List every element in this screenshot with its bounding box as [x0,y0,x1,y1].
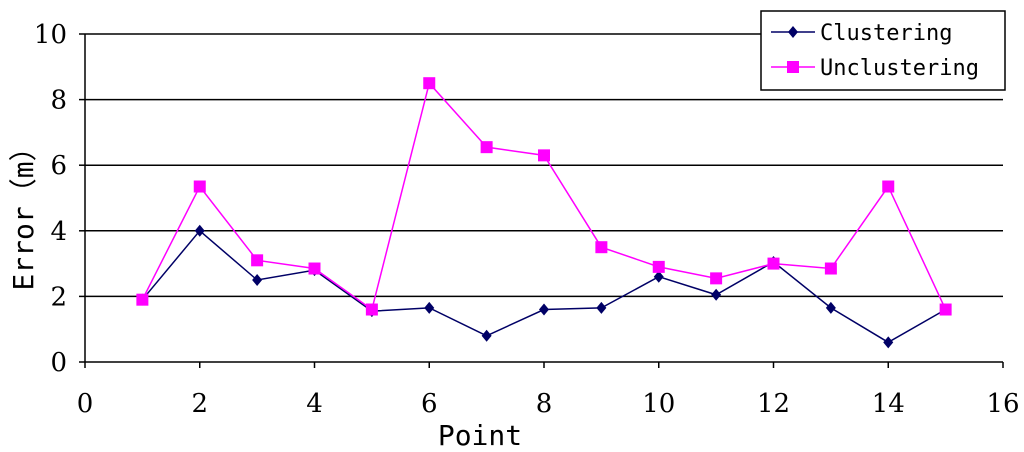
y-tick-label: 0 [50,348,67,378]
legend-marker-clustering [788,26,798,38]
data-point-clustering [711,288,722,301]
data-point-unclustering [365,303,378,316]
data-point-unclustering [480,141,493,154]
legend-marker-unclustering [787,61,799,73]
data-point-unclustering [882,180,895,193]
x-tick-label: 10 [642,389,675,419]
data-series [136,77,952,349]
grid-lines [85,33,1003,298]
data-point-clustering [825,301,836,314]
legend: Clustering Unclustering [760,10,1006,91]
series-clustering [137,224,951,349]
data-point-unclustering [939,303,952,316]
data-point-unclustering [652,260,665,273]
axes [79,33,1004,368]
x-tick-label: 6 [421,389,438,419]
data-point-unclustering [710,272,723,285]
data-point-clustering [252,274,263,286]
x-tick-label: 14 [872,389,905,419]
x-tick-label: 4 [306,389,323,419]
y-tick-label: 2 [50,282,67,312]
data-point-clustering [539,303,549,316]
data-point-clustering [424,301,435,314]
x-axis-title: Point [438,419,522,452]
data-point-clustering [596,301,607,314]
x-tick-label: 0 [77,389,94,419]
x-tick-label: 8 [536,389,553,419]
y-tick-label: 8 [50,86,67,116]
legend-box [760,10,1006,91]
data-point-unclustering [423,77,436,90]
data-point-unclustering [251,254,264,267]
data-point-unclustering [308,262,321,275]
data-point-clustering [481,329,492,342]
y-tick-label: 4 [50,217,67,247]
x-tick-label: 16 [986,389,1019,419]
data-point-unclustering [767,257,780,270]
y-axis-title: Error（m） [7,133,40,290]
data-point-unclustering [136,293,149,306]
data-point-clustering [653,270,664,283]
data-point-unclustering [595,241,608,254]
legend-label-clustering: Clustering [820,21,952,46]
x-tick-label: 12 [757,389,790,419]
data-point-unclustering [824,262,837,275]
y-tick-label: 6 [50,151,67,181]
series-line-clustering [141,229,946,344]
data-point-unclustering [538,149,550,162]
y-tick-labels: 0 2 4 6 8 10 [34,20,67,378]
y-tick-label: 10 [34,20,67,50]
x-tick-labels: 0 2 4 6 8 10 12 14 16 [77,389,1020,419]
x-tick-label: 2 [191,389,208,419]
data-point-unclustering [193,180,206,193]
series-unclustering [136,77,952,316]
data-point-clustering [194,224,205,237]
legend-label-unclustering: Unclustering [820,56,979,81]
series-line-unclustering [141,81,947,311]
data-point-clustering [883,336,894,349]
